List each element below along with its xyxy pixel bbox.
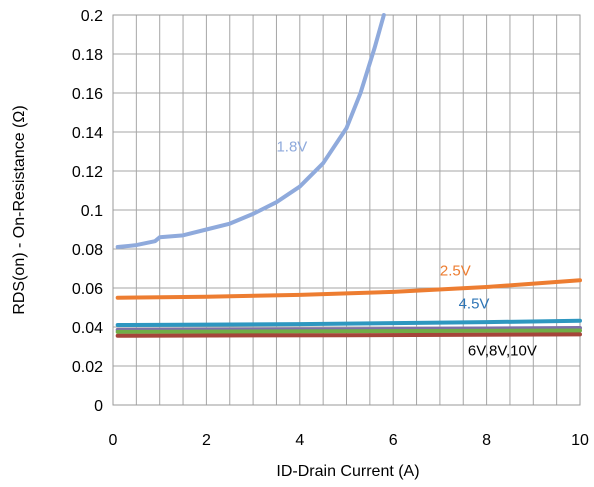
x-tick-label: 6 [389,432,398,449]
y-tick-label: 0.06 [72,281,103,298]
y-tick-label: 0.12 [72,164,103,181]
series-annotations: 1.8V 2.5V 4.5V 6V,8V,10V [276,139,536,360]
y-tick-label: 0.04 [72,320,103,337]
series-annotation: 6V,8V,10V [468,342,537,359]
series-annotation: 2.5V [440,262,471,279]
x-tick-label: 8 [482,432,491,449]
x-tick-label: 4 [295,432,304,449]
x-axis-title: ID-Drain Current (A) [276,463,419,480]
series-annotation: 1.8V [276,139,307,156]
series-line-25V [115,278,582,300]
y-tick-label: 0.1 [81,203,103,220]
series-line-trace-4 [115,328,582,334]
series-line-trace-5 [115,332,582,338]
y-tick-label: 0.08 [72,242,103,259]
plot-area-border [112,14,581,406]
series-group [115,13,582,338]
y-tick-label: 0.2 [81,8,103,25]
y-tick-label: 0 [94,398,103,415]
x-tick-label: 10 [571,432,589,449]
x-tick-label: 0 [109,432,118,449]
series-annotation: 4.5V [459,295,490,312]
y-tick-label: 0.02 [72,359,103,376]
x-tick-label: 2 [202,432,211,449]
tick-labels: 0 2 4 6 8 10 0 0.02 0.04 0.06 0.08 0.1 0.12 0.14 0.16 0… [72,8,589,449]
y-axis-title: RDS(on) - On-Resistance (Ω) [11,105,28,314]
y-tick-label: 0.14 [72,125,103,142]
y-tick-label: 0.18 [72,47,103,64]
series-line-45V [115,318,582,328]
series-line-18V [115,13,386,250]
y-tick-label: 0.16 [72,86,103,103]
